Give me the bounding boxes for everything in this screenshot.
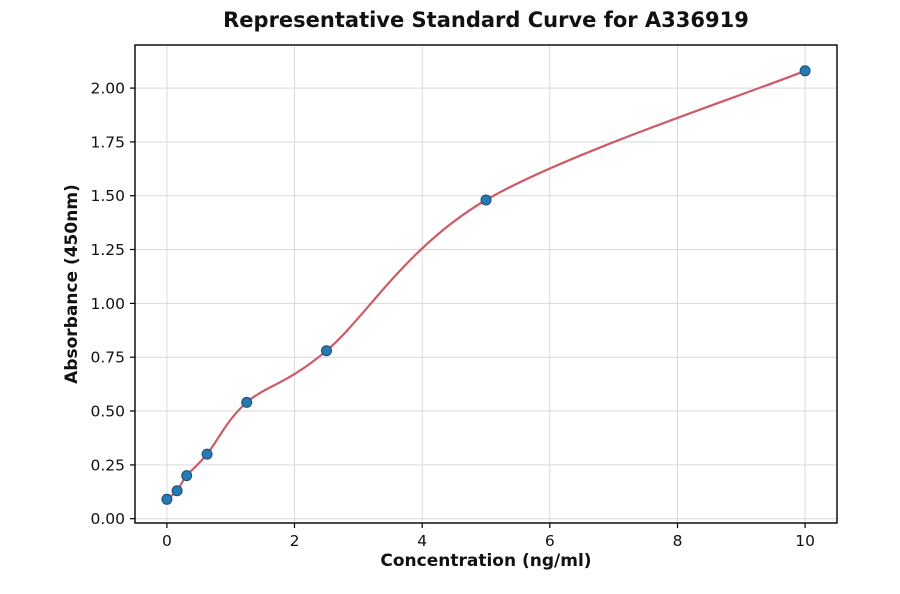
y-tick-label: 1.00 xyxy=(90,295,125,313)
data-point xyxy=(321,345,332,357)
x-tick-label: 4 xyxy=(417,532,427,550)
x-tick-label: 8 xyxy=(673,532,683,550)
y-tick-label: 2.00 xyxy=(90,80,125,98)
data-point xyxy=(241,396,253,408)
y-tick-label: 1.75 xyxy=(90,133,125,151)
plot-frame xyxy=(134,44,838,524)
x-axis-label: Concentration (ng/ml) xyxy=(380,551,592,571)
chart-title: Representative Standard Curve for A33691… xyxy=(223,8,749,32)
y-tick-label: 0.25 xyxy=(90,456,125,474)
x-tick-label: 0 xyxy=(162,532,172,550)
x-tick-label: 10 xyxy=(795,532,815,550)
x-tick-label: 6 xyxy=(545,532,555,550)
data-point xyxy=(161,493,173,505)
y-tick-label: 1.50 xyxy=(90,187,125,205)
y-tick-label: 0.00 xyxy=(90,510,125,528)
fit-curve xyxy=(165,69,807,501)
data-point xyxy=(799,65,811,77)
data-point xyxy=(181,470,193,482)
y-tick-label: 1.25 xyxy=(90,241,125,259)
x-tick-label: 2 xyxy=(290,532,300,550)
y-tick-label: 0.75 xyxy=(90,349,125,367)
y-tick-label: 0.50 xyxy=(90,403,125,421)
data-point xyxy=(171,485,183,497)
data-point xyxy=(201,448,213,460)
data-point xyxy=(480,194,492,206)
